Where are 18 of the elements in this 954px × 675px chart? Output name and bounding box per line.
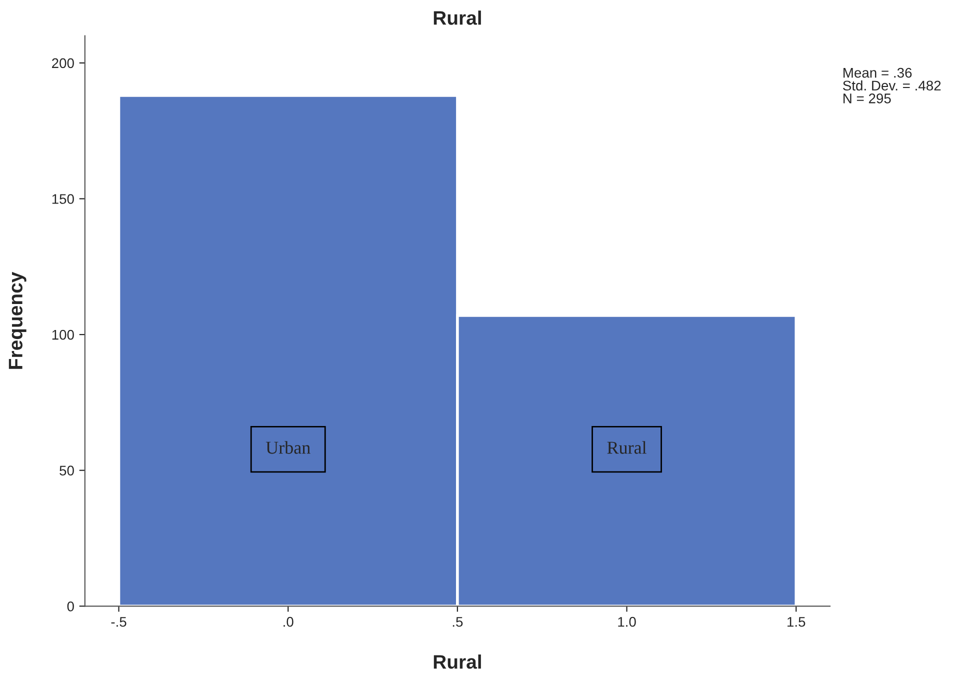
annotation: Urban xyxy=(266,441,310,454)
y-tick-label: 100 xyxy=(52,330,74,340)
text: N = 295 xyxy=(844,94,891,104)
y-tick-label: 200 xyxy=(52,58,74,68)
y-axis-title: Frequency xyxy=(8,272,26,369)
x-tick-label: -.5 xyxy=(111,617,126,627)
x-tick-label: 1.5 xyxy=(788,617,806,627)
y-tick-label: 150 xyxy=(52,194,74,204)
annotation: Rural xyxy=(607,441,646,454)
x-tick-label: .5 xyxy=(452,617,463,627)
text: Mean = .36 xyxy=(844,68,912,78)
y-tick-label: 50 xyxy=(60,466,74,476)
y-tick-label: 0 xyxy=(67,601,74,612)
text: Std. Dev. = .482 xyxy=(843,80,941,91)
x-tick-label: .0 xyxy=(284,616,294,627)
x-axis-title: Rural xyxy=(434,654,481,669)
x-tick-label: 1.0 xyxy=(618,616,636,627)
chart-title: Rural xyxy=(434,10,481,25)
